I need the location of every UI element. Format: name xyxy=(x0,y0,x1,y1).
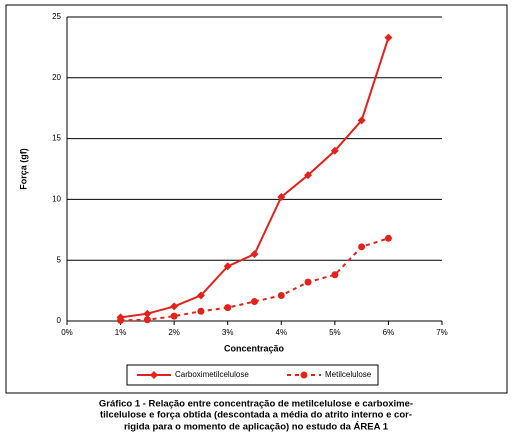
data-point xyxy=(304,171,313,180)
data-point xyxy=(143,316,151,324)
chart-frame xyxy=(5,4,508,394)
data-point xyxy=(223,262,232,271)
series-line xyxy=(120,237,389,322)
data-point xyxy=(277,291,285,299)
y-tick-label: 20 xyxy=(52,73,61,82)
data-point xyxy=(277,192,286,201)
data-point xyxy=(170,312,178,320)
x-tick-label: 1% xyxy=(115,328,127,337)
caption-line: Gráfico 1 - Relação entre concentração d… xyxy=(99,399,413,410)
data-point xyxy=(143,309,152,318)
x-axis-title: Concentração xyxy=(224,343,285,353)
y-tick-label: 25 xyxy=(52,12,61,21)
data-point xyxy=(117,316,125,324)
x-tick-label: 2% xyxy=(168,328,180,337)
legend-marker xyxy=(300,371,308,379)
data-point xyxy=(384,33,393,42)
data-point xyxy=(358,243,366,251)
y-axis-title: Força (gf) xyxy=(18,148,28,190)
data-point xyxy=(197,307,205,315)
legend-label: Metilcelulose xyxy=(325,370,372,379)
x-tick-label: 4% xyxy=(276,328,288,337)
x-tick-label: 3% xyxy=(222,328,234,337)
y-tick-label: 5 xyxy=(57,255,62,264)
data-point xyxy=(330,146,339,155)
data-point xyxy=(224,304,232,312)
data-point xyxy=(170,302,179,311)
x-tick-label: 7% xyxy=(436,328,448,337)
y-tick-label: 0 xyxy=(57,316,62,325)
series-line xyxy=(120,37,390,319)
x-tick-label: 6% xyxy=(383,328,395,337)
y-tick-label: 15 xyxy=(52,134,61,143)
data-point xyxy=(250,250,259,259)
data-point xyxy=(384,234,392,242)
data-point xyxy=(251,298,258,306)
data-point xyxy=(304,278,312,286)
x-tick-label: 5% xyxy=(329,328,341,337)
legend-label: Carboximetilcelulose xyxy=(175,370,249,379)
caption-line: tilcelulose e força obtida (descontada a… xyxy=(100,410,412,421)
data-point xyxy=(357,116,366,125)
data-point xyxy=(196,291,205,300)
caption-line: rigida para o momento de aplicação) no e… xyxy=(124,422,389,433)
legend-box xyxy=(126,364,379,386)
data-point xyxy=(331,271,339,279)
y-tick-label: 10 xyxy=(52,195,61,204)
x-tick-label: 0% xyxy=(61,328,73,337)
legend-marker xyxy=(150,371,158,379)
